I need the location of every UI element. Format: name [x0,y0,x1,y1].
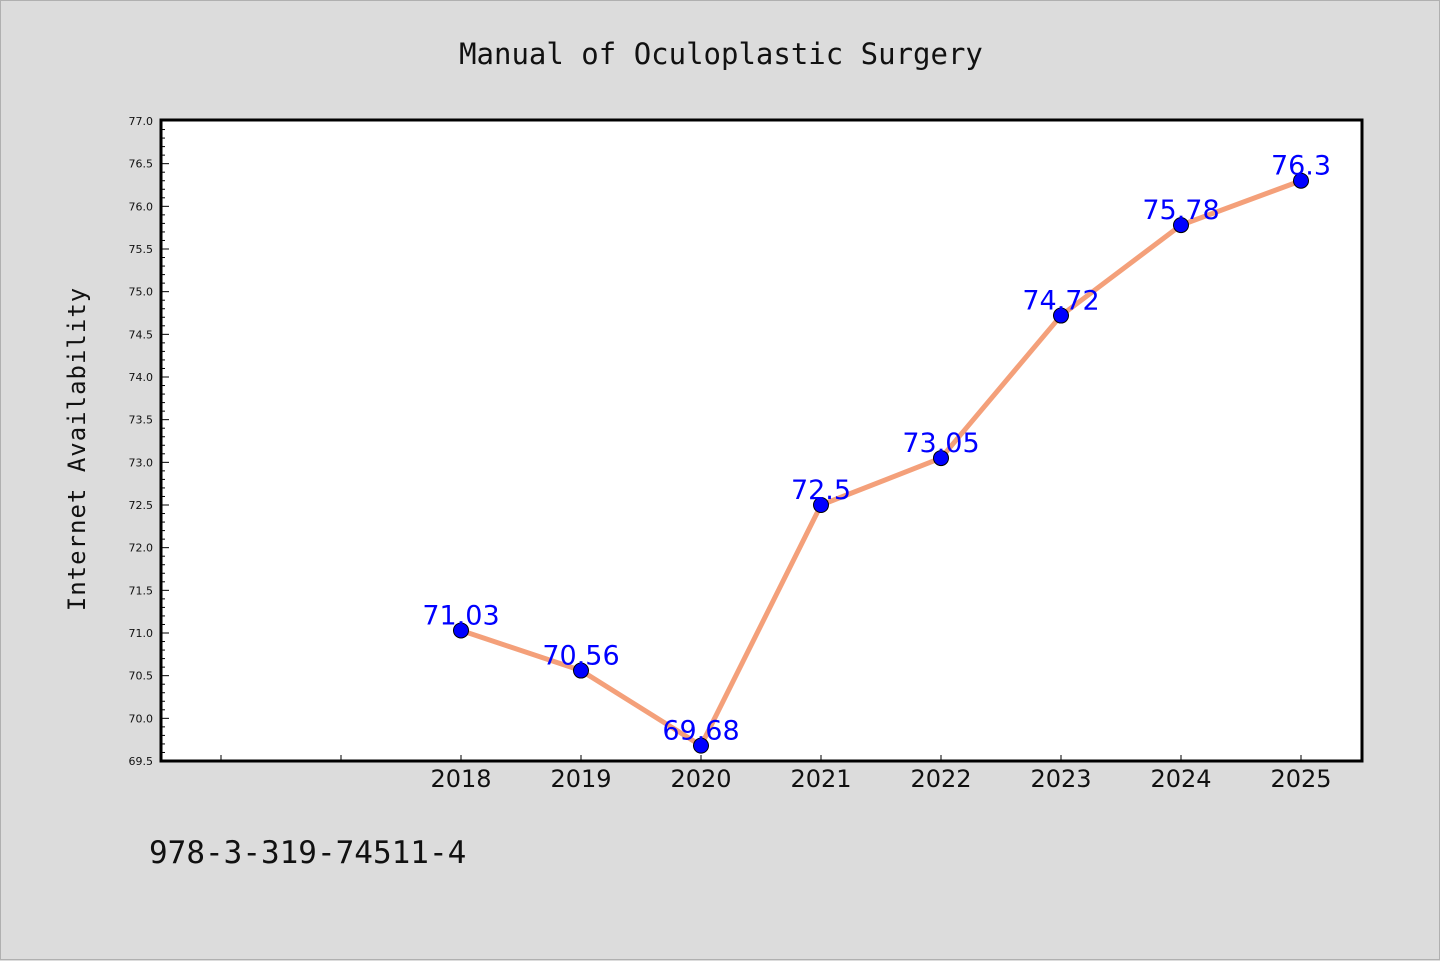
data-label: 70.56 [542,641,619,672]
isbn-footer: 978-3-319-74511-4 [149,835,467,871]
y-tick-label: 73.5 [129,414,154,427]
y-tick-label: 75.0 [129,286,154,299]
x-tick-label: 2019 [550,765,611,793]
y-tick-label: 72.5 [129,499,154,512]
data-label: 71.03 [422,600,499,631]
x-tick-label: 2020 [670,765,731,793]
y-tick-label: 71.5 [129,584,154,597]
series-line [458,178,1304,749]
x-tick-label: 2021 [790,765,851,793]
x-tick-label: 2022 [910,765,971,793]
series-line-group [458,178,1304,749]
data-label: 69.68 [662,716,739,747]
x-tick-label: 2018 [430,765,491,793]
y-axis: 69.5 70.0 70.5 71.0 71.5 72.0 72.5 73.0 73.5 74.0… [129,115,169,768]
data-label: 72.5 [791,475,851,506]
data-point [1053,307,1069,324]
y-tick-label: 76.0 [129,200,154,213]
y-tick-label: 75.5 [129,243,154,256]
chart-title: Manual of Oculoplastic Surgery [459,37,983,71]
data-point [813,497,829,513]
data-label: 73.05 [902,428,979,459]
data-label: 74.72 [1022,286,1099,317]
y-tick-label: 71.0 [129,627,154,640]
x-tick-label: 2023 [1030,765,1091,793]
x-tick-label: 2025 [1270,765,1331,793]
data-point [1293,172,1309,189]
y-axis-label: Internet Availability [63,287,91,611]
y-tick-label: 73.0 [129,456,154,469]
data-point [693,737,709,754]
data-point [453,622,469,639]
x-axis: 2018 2019 2020 2021 2022 2023 2024 2025 [220,755,1332,793]
x-tick-label: 2024 [1150,765,1211,793]
y-tick-label: 76.5 [129,158,154,171]
data-point [933,450,949,467]
data-point [1173,217,1189,234]
series-markers [453,172,1309,754]
y-tick-label: 74.5 [129,328,154,341]
y-tick-label: 72.0 [129,542,154,555]
y-tick-label: 74.0 [129,371,154,384]
plot-area [159,118,1364,763]
y-tick-label: 77.0 [129,115,154,128]
y-tick-label: 70.5 [129,670,154,683]
data-labels: 71.03 70.56 69.68 72.5 73.05 74.72 75.78 76.3 [422,151,1331,747]
y-tick-label: 69.5 [129,755,154,768]
data-label: 75.78 [1142,195,1219,226]
y-tick-label: 70.0 [129,712,154,725]
data-point [573,662,589,679]
data-label: 76.3 [1271,151,1331,182]
